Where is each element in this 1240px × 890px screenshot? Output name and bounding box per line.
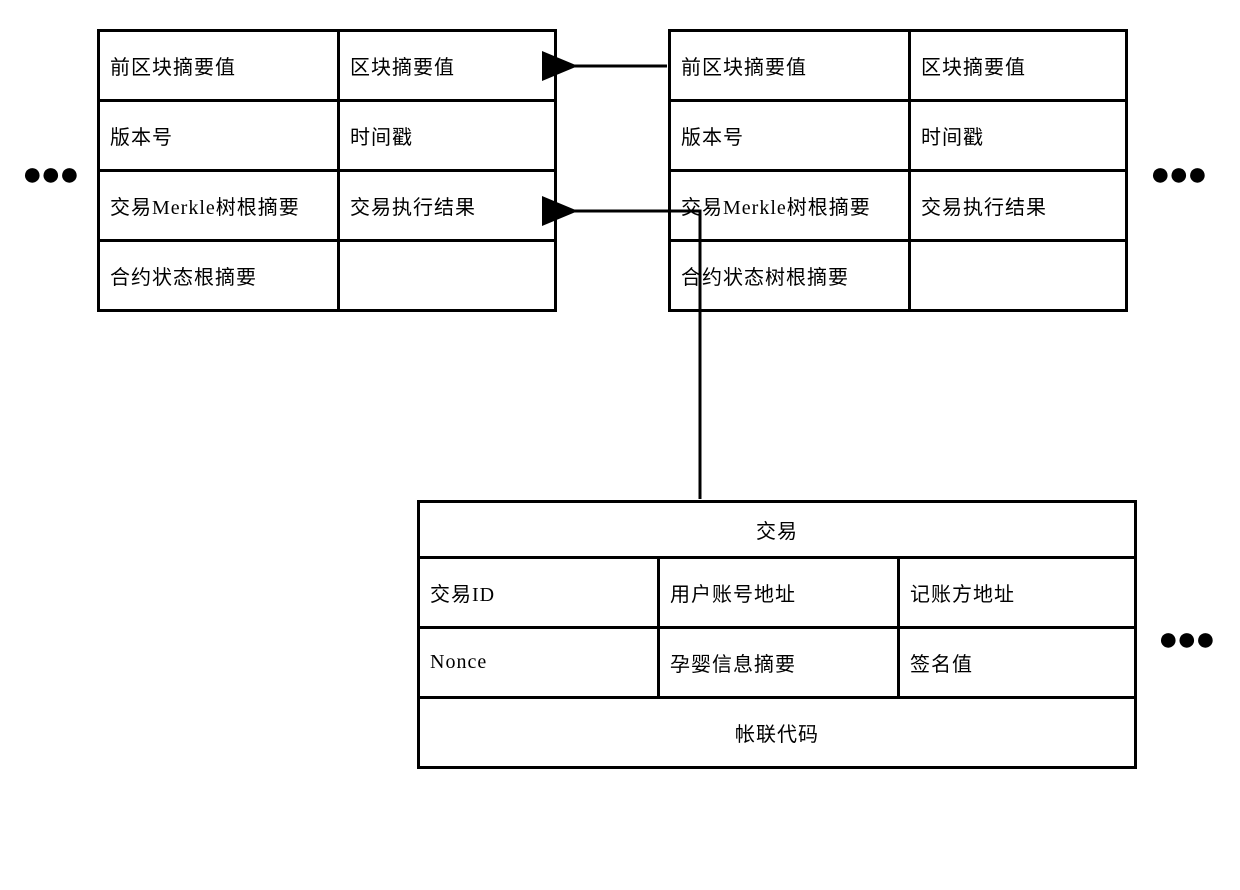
- cell: 区块摘要值: [339, 31, 556, 101]
- left-block: 前区块摘要值 区块摘要值 版本号 时间戳 交易Merkle树根摘要 交易执行结果…: [97, 29, 557, 312]
- right-block: 前区块摘要值 区块摘要值 版本号 时间戳 交易Merkle树根摘要 交易执行结果…: [668, 29, 1128, 312]
- cell: 交易Merkle树根摘要: [99, 171, 339, 241]
- cell: 用户账号地址: [659, 558, 899, 628]
- tx-footer: 帐联代码: [419, 698, 1136, 768]
- ellipsis-right: ●●●: [1150, 155, 1206, 194]
- ellipsis-left: ●●●: [22, 155, 78, 194]
- tx-block: 交易 交易ID 用户账号地址 记账方地址 Nonce 孕婴信息摘要 签名值 帐联…: [417, 500, 1137, 769]
- cell: Nonce: [419, 628, 659, 698]
- cell: 签名值: [899, 628, 1136, 698]
- cell: 合约状态根摘要: [99, 241, 339, 311]
- cell: 时间戳: [910, 101, 1127, 171]
- cell: 版本号: [670, 101, 910, 171]
- cell: 记账方地址: [899, 558, 1136, 628]
- cell: 合约状态树根摘要: [670, 241, 910, 311]
- cell: 区块摘要值: [910, 31, 1127, 101]
- cell: 孕婴信息摘要: [659, 628, 899, 698]
- cell: 交易执行结果: [910, 171, 1127, 241]
- cell: [339, 241, 556, 311]
- cell: [910, 241, 1127, 311]
- cell: 交易ID: [419, 558, 659, 628]
- cell: 前区块摘要值: [670, 31, 910, 101]
- cell: 版本号: [99, 101, 339, 171]
- cell: 前区块摘要值: [99, 31, 339, 101]
- ellipsis-tx-right: ●●●: [1158, 620, 1214, 659]
- cell: 交易Merkle树根摘要: [670, 171, 910, 241]
- cell: 时间戳: [339, 101, 556, 171]
- cell: 交易执行结果: [339, 171, 556, 241]
- tx-title: 交易: [419, 502, 1136, 558]
